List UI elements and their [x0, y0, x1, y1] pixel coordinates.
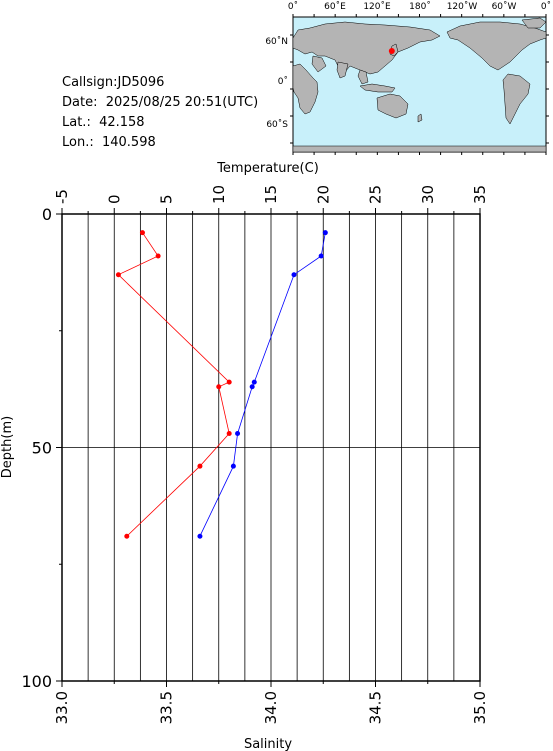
temperature-point: [216, 384, 222, 390]
lon-text: Lon.: 140.598: [62, 135, 156, 150]
left-axis-label: Depth(m): [0, 416, 15, 478]
lon-label-5: 60˚W: [492, 1, 517, 12]
lon-label-2: 120˚E: [363, 1, 391, 12]
temperature-point: [197, 463, 203, 469]
salinity-point: [251, 379, 257, 385]
left-tick-label: 100: [21, 672, 52, 691]
left-tick-label: 50: [32, 439, 52, 458]
land-south-america: [502, 73, 531, 125]
land-nz: [417, 113, 423, 123]
map-lon-labels: 0˚ 60˚E 120˚E 180˚ 120˚W 60˚W 0˚: [288, 1, 551, 12]
bottom-axis-ticks: 33.0 33.5 34.0 34.5 35.0: [53, 681, 489, 724]
lon-label-0: 0˚: [288, 1, 298, 12]
salinity-point: [318, 253, 324, 259]
temperature-line: [117, 232, 230, 537]
plot-frame: [61, 213, 481, 682]
lon-label-6: 0˚: [541, 1, 551, 12]
lon-label-4: 120˚W: [447, 1, 478, 12]
left-axis-ticks: 0 50 100: [21, 205, 62, 691]
bottom-axis-label: Salinity: [244, 737, 292, 751]
bottom-tick-label: 34.0: [262, 691, 280, 724]
salinity-line: [199, 232, 326, 537]
temperature-point: [124, 533, 130, 539]
temperature-point: [226, 430, 232, 436]
world-map: 0˚ 60˚E 120˚E 180˚ 120˚W 60˚W 0˚ 60˚N 0˚…: [265, 1, 551, 155]
left-tick-label: 0: [42, 205, 52, 224]
temperature-point: [115, 272, 121, 278]
salinity-point: [230, 463, 236, 469]
temperature-point: [155, 253, 161, 259]
lon-label-1: 60˚E: [324, 1, 346, 12]
temperature-point: [139, 230, 145, 236]
salinity-point: [197, 533, 203, 539]
land-se-asia: [357, 69, 369, 85]
lat-label-0: 60˚N: [265, 36, 288, 47]
salinity-point: [322, 230, 328, 236]
land-eurasia: [292, 21, 441, 75]
bottom-tick-label: 35.0: [471, 691, 489, 724]
bottom-tick-label: 34.5: [367, 691, 385, 724]
lat-text: Lat.: 42.158: [62, 115, 145, 130]
map-ticks: [290, 14, 549, 155]
land-india: [336, 61, 349, 79]
callsign-text: Callsign:JD5096: [62, 75, 165, 90]
land-africa: [292, 63, 319, 115]
map-land: [292, 17, 547, 153]
land-antarctica: [292, 145, 547, 153]
bottom-tick-label: 33.5: [158, 691, 176, 724]
salinity-point: [291, 272, 297, 278]
station-info: Callsign:JD5096 Date: 2025/08/25 20:51(U…: [62, 73, 258, 153]
station-marker: [388, 48, 395, 55]
land-australia: [376, 93, 409, 119]
land-arabia: [311, 55, 327, 73]
lat-label-2: 60˚S: [266, 119, 288, 130]
bottom-tick-label: 33.0: [53, 691, 71, 724]
land-north-america: [446, 21, 547, 71]
temperature-point: [226, 379, 232, 385]
chart-grid: [62, 214, 480, 681]
map-lat-labels: 60˚N 0˚ 60˚S: [265, 36, 288, 130]
land-indonesia: [359, 83, 396, 93]
salinity-point: [235, 430, 241, 436]
lat-label-1: 0˚: [278, 76, 288, 87]
date-text: Date: 2025/08/25 20:51(UTC): [62, 95, 259, 110]
chart-series: [115, 230, 328, 539]
lon-label-3: 180˚: [409, 1, 431, 12]
land-greenland: [521, 17, 547, 29]
salinity-point: [249, 384, 255, 390]
